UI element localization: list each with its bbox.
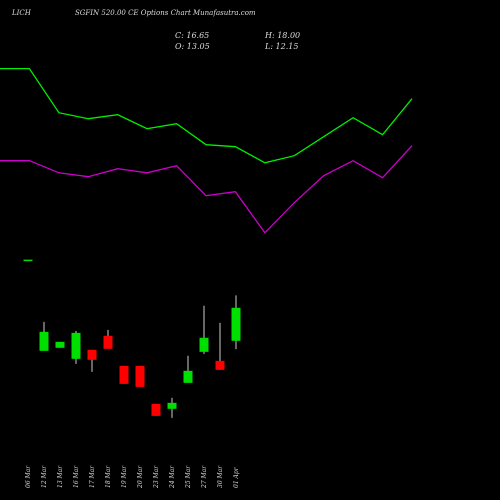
x-tick-label: 24 Mar <box>169 465 176 489</box>
x-tick-label: 27 Mar <box>201 465 208 489</box>
x-tick-label: 25 Mar <box>185 465 192 489</box>
indicator-line <box>0 67 413 164</box>
x-tick-label: 01 Apr <box>233 466 240 488</box>
x-tick-label: 30 Mar <box>217 465 224 488</box>
info-high: H: 18.00 <box>264 31 300 40</box>
info-open: O: 13.05 <box>175 42 210 51</box>
candle-body <box>103 335 113 349</box>
candle-body <box>119 365 129 384</box>
info-low: L: 12.15 <box>264 42 298 51</box>
x-tick-label: 18 Mar <box>105 465 112 488</box>
candle-body <box>71 332 81 359</box>
candle-body <box>151 403 161 416</box>
candle-body <box>23 259 33 262</box>
x-tick-label: 16 Mar <box>73 465 80 488</box>
candle-body <box>231 307 241 341</box>
x-tick-label: 06 Mar <box>25 465 32 488</box>
chart-title: SGFIN 520.00 CE Options Chart Munafasutr… <box>75 9 256 17</box>
candle-body <box>183 370 193 383</box>
candle-body <box>215 360 225 370</box>
x-tick-label: 19 Mar <box>121 465 128 488</box>
x-tick-label: 12 Mar <box>41 465 48 488</box>
x-tick-label: 20 Mar <box>137 465 144 489</box>
candle-body <box>39 331 49 351</box>
symbol: LICH <box>11 9 32 17</box>
candle-body <box>167 402 177 409</box>
indicator-line <box>0 145 413 234</box>
candle-body <box>87 349 97 360</box>
x-tick-label: 23 Mar <box>153 465 160 489</box>
info-close: C: 16.65 <box>175 31 209 40</box>
candle-body <box>135 365 145 387</box>
x-tick-label: 17 Mar <box>89 465 96 488</box>
candle-body <box>55 341 65 348</box>
x-tick-label: 13 Mar <box>57 465 64 488</box>
candle-body <box>199 337 209 352</box>
